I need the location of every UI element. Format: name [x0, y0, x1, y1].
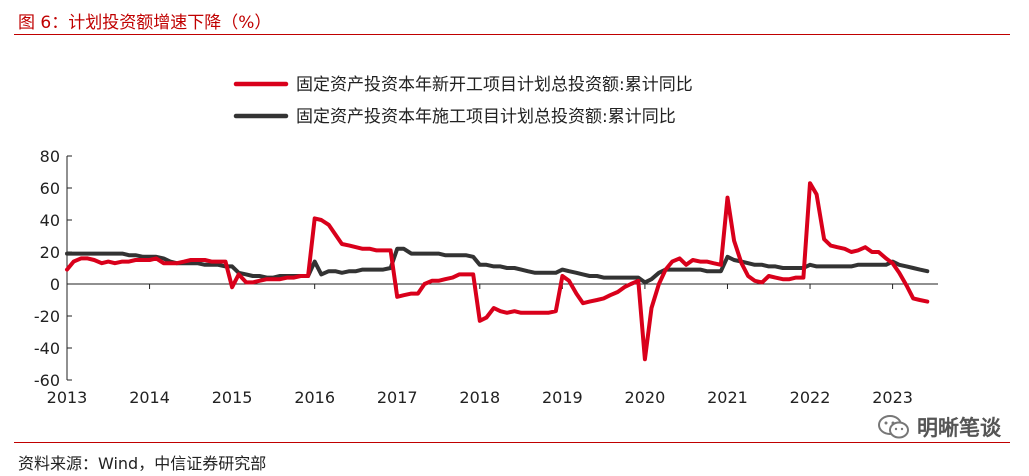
y-tick-label: 0 — [50, 275, 60, 294]
x-tick-label: 2023 — [872, 388, 913, 407]
y-tick-label: -60 — [34, 371, 60, 390]
y-tick-label: -20 — [34, 307, 60, 326]
legend-label: 固定资产投资本年施工项目计划总投资额:累计同比 — [296, 107, 676, 127]
x-tick-label: 2019 — [542, 388, 583, 407]
y-tick-label: -40 — [34, 339, 60, 358]
series-line-new-projects — [65, 181, 930, 362]
watermark: 明晰笔谈 — [877, 412, 1001, 442]
x-tick-label: 2016 — [294, 388, 335, 407]
wechat-icon — [878, 415, 909, 439]
x-tick-label: 2021 — [707, 388, 748, 407]
x-tick-label: 2015 — [212, 388, 253, 407]
x-tick-label: 2013 — [47, 388, 88, 407]
y-tick-label: 60 — [40, 179, 60, 198]
source-note: 资料来源：Wind，中信证券研究部 — [18, 454, 267, 473]
watermark-text: 明晰笔谈 — [917, 416, 1001, 440]
legend-label: 固定资产投资本年新开工项目计划总投资额:累计同比 — [296, 75, 693, 95]
y-tick-label: 80 — [40, 147, 60, 166]
x-tick-label: 2017 — [377, 388, 418, 407]
chart-series — [65, 181, 930, 362]
x-tick-label: 2014 — [129, 388, 170, 407]
title-rule — [14, 34, 1010, 35]
x-tick-label: 2018 — [459, 388, 500, 407]
x-tick-label: 2022 — [790, 388, 831, 407]
x-tick-label: 2020 — [625, 388, 666, 407]
series-line-under-construction — [65, 246, 930, 285]
line-chart: 固定资产投资本年新开工项目计划总投资额:累计同比固定资产投资本年施工项目计划总投… — [34, 75, 938, 407]
figure-title: 图 6：计划投资额增速下降（%） — [18, 13, 272, 33]
chart-legend: 固定资产投资本年新开工项目计划总投资额:累计同比固定资产投资本年施工项目计划总投… — [233, 75, 693, 127]
bottom-rule — [14, 442, 1010, 443]
y-tick-label: 40 — [40, 211, 60, 230]
y-tick-label: 20 — [40, 243, 60, 262]
